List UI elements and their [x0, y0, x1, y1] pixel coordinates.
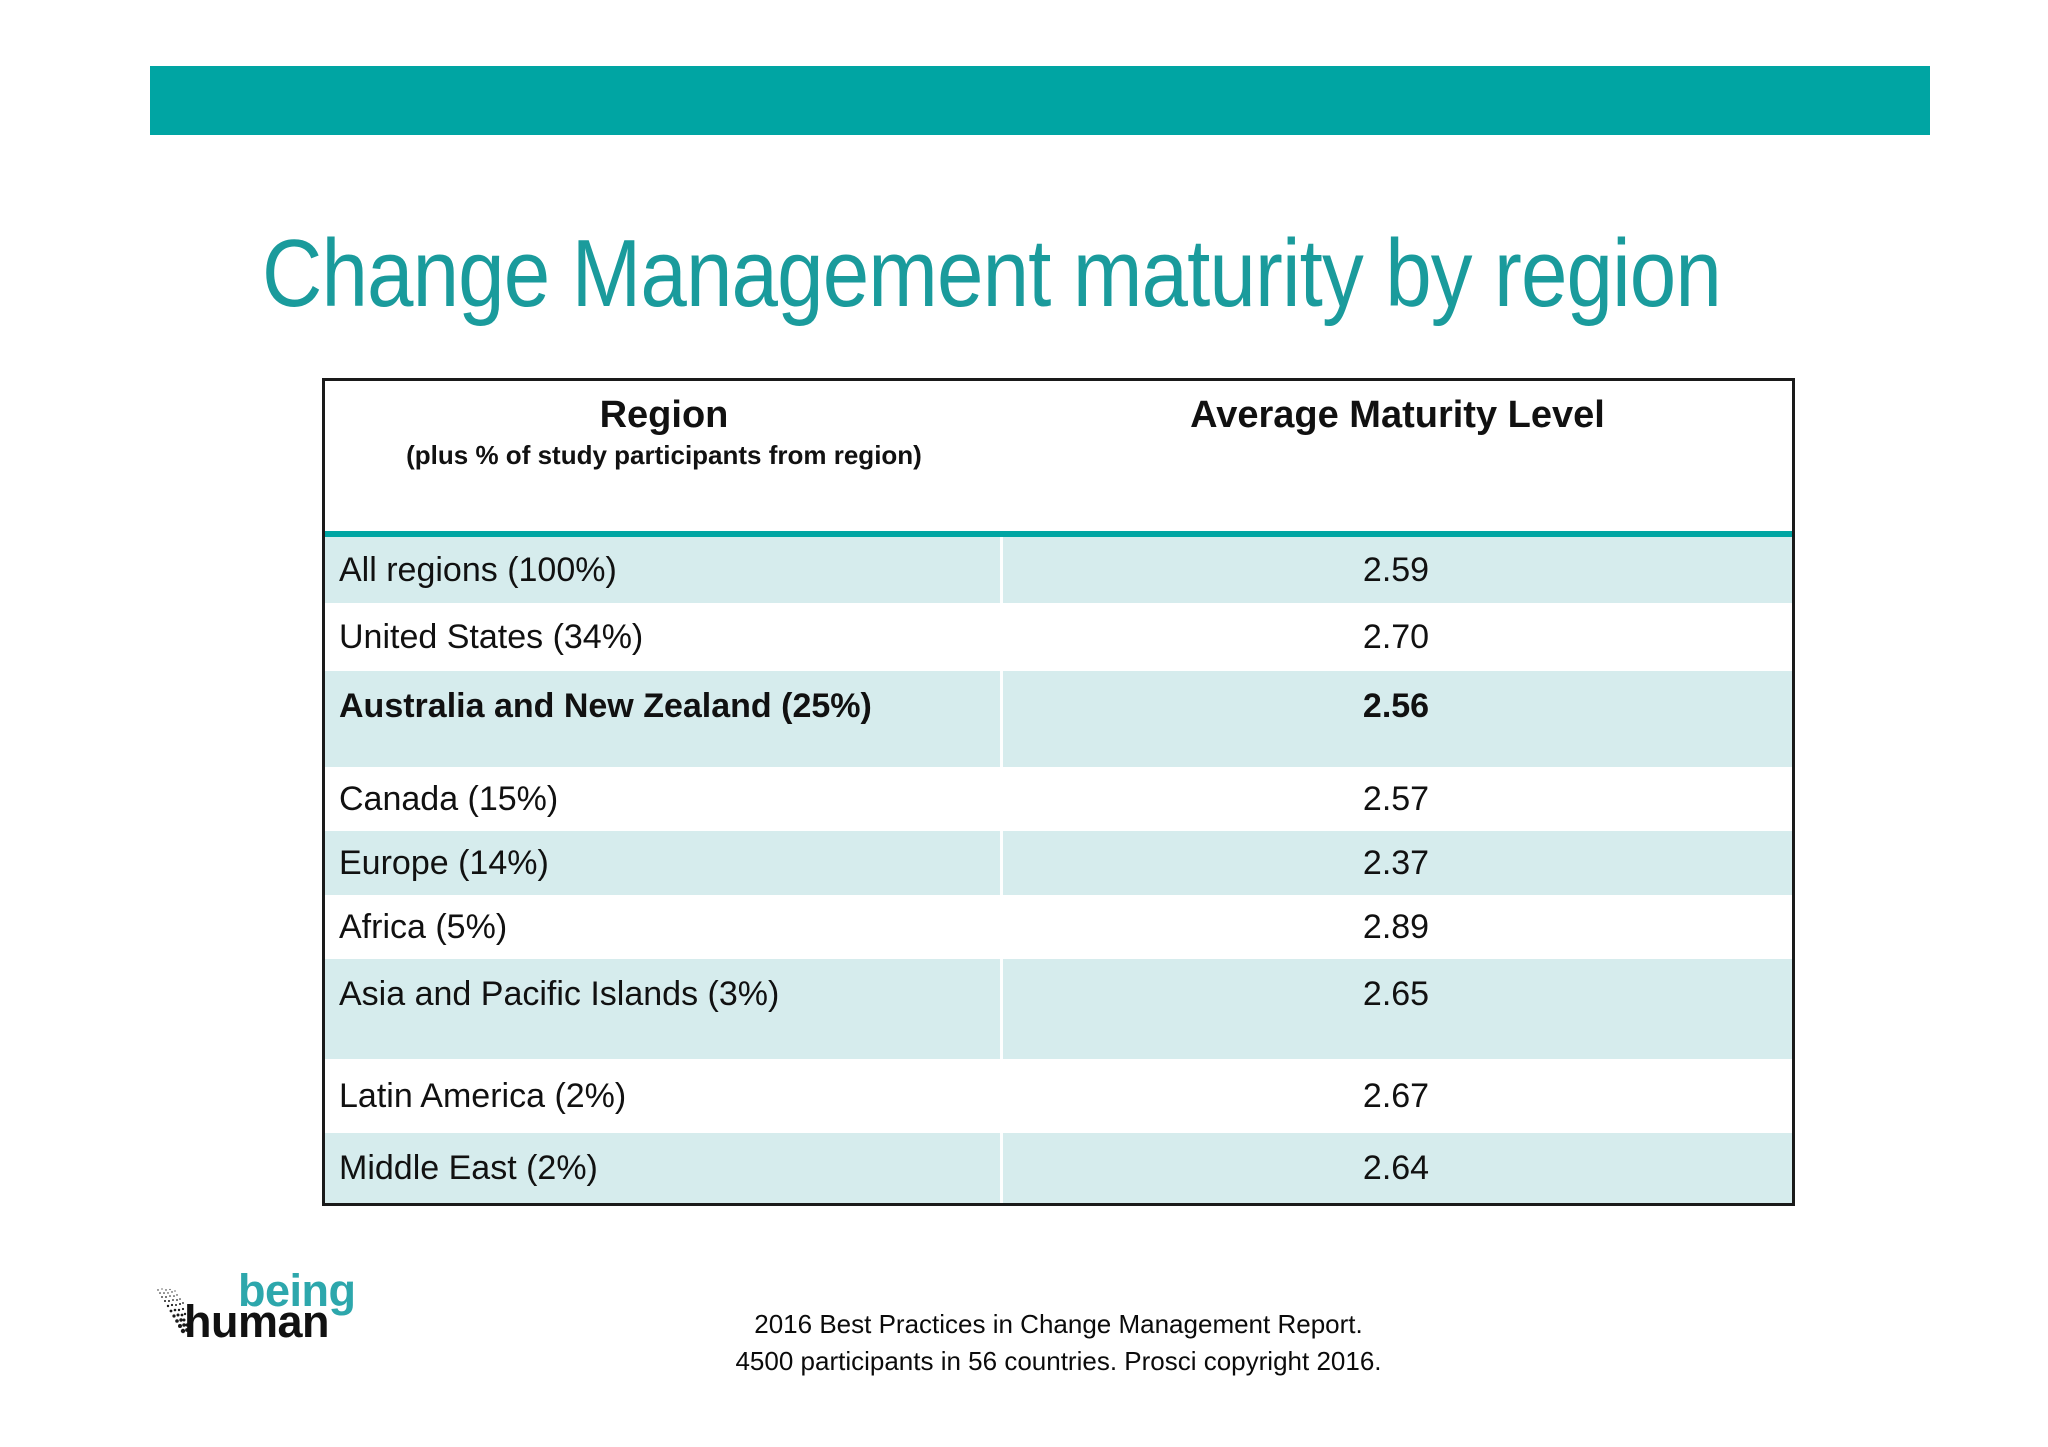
region-cell: Europe (14%): [325, 831, 1003, 895]
maturity-value-cell: 2.70: [1362, 617, 1430, 656]
header-divider: [325, 531, 1792, 537]
logo-text-human: human: [184, 1296, 330, 1347]
table-row: Latin America (2%) 2.67: [325, 1059, 1792, 1133]
being-human-logo: being human: [150, 1262, 450, 1382]
table-row: Asia and Pacific Islands (3%) 2.65: [325, 959, 1792, 1059]
column-header-region: Region (plus % of study participants fro…: [325, 381, 1003, 531]
maturity-value-cell: 2.65: [1362, 975, 1430, 1013]
maturity-value-cell: 2.56: [1362, 687, 1430, 725]
region-cell: Asia and Pacific Islands (3%): [325, 959, 1003, 1059]
table-row: Africa (5%) 2.89: [325, 895, 1792, 959]
region-cell: Africa (5%): [325, 895, 1003, 959]
region-cell: All regions (100%): [325, 537, 1003, 603]
maturity-table: Region (plus % of study participants fro…: [322, 378, 1795, 1206]
maturity-value-cell: 2.89: [1362, 907, 1430, 946]
region-cell: Middle East (2%): [325, 1133, 1003, 1203]
maturity-value-cell: 2.37: [1362, 843, 1430, 882]
table-row: Australia and New Zealand (25%) 2.56: [325, 671, 1792, 767]
region-header-label: Region: [599, 394, 729, 436]
column-header-maturity: Average Maturity Level: [1190, 394, 1605, 436]
table-header-row: Region (plus % of study participants fro…: [325, 381, 1792, 531]
region-cell: United States (34%): [325, 603, 1003, 671]
region-cell: Latin America (2%): [325, 1059, 1003, 1133]
maturity-value-cell: 2.67: [1362, 1076, 1430, 1115]
logo-dots-flourish: [157, 1288, 189, 1334]
table-row: United States (34%) 2.70: [325, 603, 1792, 671]
page-title: Change Management maturity by region: [262, 220, 1722, 327]
table-row: All regions (100%) 2.59: [325, 537, 1792, 603]
maturity-value-cell: 2.64: [1362, 1148, 1430, 1187]
region-cell: Australia and New Zealand (25%): [325, 671, 1003, 767]
table-row: Europe (14%) 2.37: [325, 831, 1792, 895]
region-header-subtitle: (plus % of study participants from regio…: [406, 440, 922, 470]
footer-line-1: 2016 Best Practices in Change Management…: [754, 1309, 1363, 1339]
footer-line-2: 4500 participants in 56 countries. Prosc…: [735, 1346, 1382, 1376]
region-cell: Canada (15%): [325, 767, 1003, 831]
table-row: Canada (15%) 2.57: [325, 767, 1792, 831]
logo-text-being: being: [238, 1265, 356, 1316]
maturity-value-cell: 2.57: [1362, 779, 1430, 818]
top-accent-bar: [150, 66, 1930, 135]
table-row: Middle East (2%) 2.64: [325, 1133, 1792, 1203]
footer-citation: 2016 Best Practices in Change Management…: [322, 1306, 1795, 1380]
maturity-value-cell: 2.59: [1362, 550, 1430, 589]
